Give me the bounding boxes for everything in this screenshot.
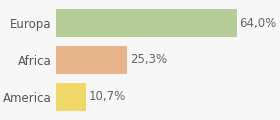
Text: 10,7%: 10,7% (88, 90, 125, 103)
Bar (56, 46, 127, 74)
Text: 25,3%: 25,3% (130, 54, 167, 66)
Bar (56, 83, 86, 111)
Bar (56, 9, 237, 37)
Text: 64,0%: 64,0% (239, 17, 277, 30)
